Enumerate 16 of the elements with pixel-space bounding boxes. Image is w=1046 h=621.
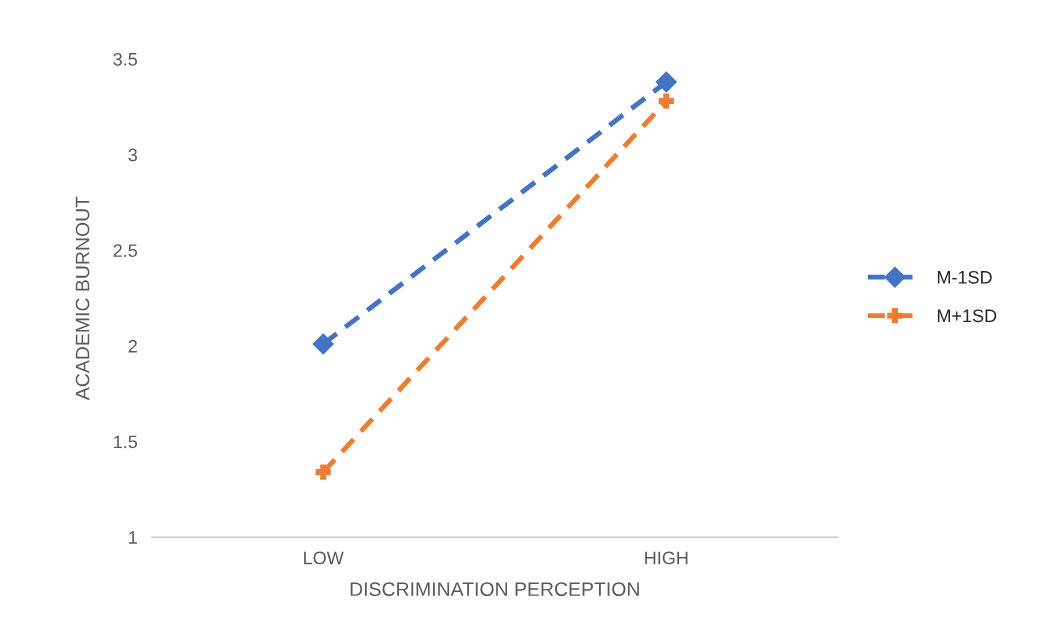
y-axis-title: ACADEMIC BURNOUT [75, 196, 90, 401]
point [655, 71, 677, 93]
x-tick-label: LOW [304, 551, 344, 565]
legend-label: M+1SD [937, 309, 997, 323]
y-tick-label: 2.5 [113, 244, 138, 257]
y-tick-label: 1.5 [114, 435, 138, 449]
y-tick-label: 3.5 [113, 52, 138, 66]
point [315, 464, 331, 480]
y-tick-label: 1 [129, 531, 137, 544]
y-tick-label: 2 [128, 339, 137, 353]
legend-label: M-1SD [937, 270, 992, 284]
x-tick-label: HIGH [645, 551, 688, 565]
point [658, 93, 674, 109]
point [312, 333, 334, 355]
y-tick-label: 3 [128, 148, 137, 162]
x-axis-title: DISCRIMINATION PERCEPTION [350, 582, 639, 597]
